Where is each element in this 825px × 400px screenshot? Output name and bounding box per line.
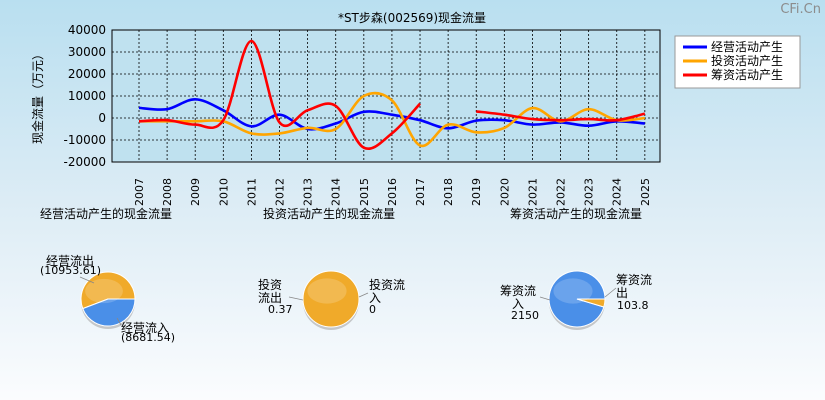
pie-leader-line	[358, 292, 369, 298]
x-tick-label: 2022	[555, 178, 568, 206]
x-tick-label: 2009	[189, 178, 202, 206]
pie-leader-line	[116, 317, 122, 326]
pie-slice	[80, 271, 136, 310]
pie-leader-line	[604, 287, 617, 298]
y-tick-label: -10000	[63, 133, 106, 147]
pie-slice	[576, 298, 606, 308]
x-tick-label: 2011	[245, 178, 258, 206]
x-tick-label: 2023	[583, 178, 596, 206]
pie1-value-outflow: (10953.61)	[40, 264, 102, 277]
y-tick-label: 30000	[68, 45, 106, 59]
watermark: CFi.Cn	[780, 2, 821, 17]
pie3-label-inflow: 筹资流入	[499, 284, 536, 311]
x-tick-label: 2007	[133, 178, 146, 206]
pie-highlight	[553, 278, 593, 304]
x-tick-label: 2015	[358, 178, 371, 206]
x-tick-label: 2014	[330, 178, 343, 206]
y-tick-label: 0	[98, 111, 106, 125]
x-tick-label: 2025	[639, 178, 652, 206]
x-tick-label: 2012	[274, 178, 287, 206]
pie1-label-inflow: 经营流入	[121, 321, 170, 335]
legend-entry: 经营活动产生	[711, 40, 783, 54]
x-tick-label: 2016	[386, 178, 399, 206]
x-tick-label: 2021	[526, 178, 539, 206]
pie1-label-outflow: 经营流出	[46, 254, 95, 268]
x-tick-label: 2018	[442, 178, 455, 206]
pie-highlight	[85, 278, 123, 304]
x-tick-label: 2013	[302, 178, 315, 206]
pie3-value-inflow: 2150	[511, 309, 539, 322]
pie-slice	[82, 298, 136, 327]
pie-leader-line	[288, 296, 304, 301]
x-tick-label: 2010	[217, 178, 230, 206]
series-line-3	[476, 110, 646, 122]
pie2-label-outflow: 投资流出	[257, 278, 282, 305]
y-tick-label: 20000	[68, 67, 106, 81]
chart-title: *ST步森(002569)现金流量	[338, 10, 486, 25]
legend-entry: 投资活动产生	[711, 53, 783, 68]
legend-entry: 筹资活动产生	[711, 68, 783, 82]
y-tick-label: -20000	[63, 155, 106, 169]
x-tick-label: 2020	[498, 178, 511, 206]
y-axis-label: 现金流量（万元）	[30, 48, 45, 144]
pie-title-operating: 经营活动产生的现金流量	[40, 207, 173, 221]
x-tick-label: 2019	[470, 178, 483, 206]
pie3-value-outflow: 103.8	[617, 299, 649, 312]
pie1-value-inflow: (8681.54)	[121, 331, 176, 344]
y-tick-label: 40000	[68, 23, 106, 37]
pie-leader-line	[539, 296, 551, 301]
pie2-value-inflow: 0	[369, 303, 376, 316]
pie-leader-line	[79, 276, 95, 284]
pie2-label-inflow: 投资流入	[369, 278, 406, 305]
pie-highlight	[307, 278, 347, 304]
x-tick-label: 2024	[611, 178, 624, 206]
series-line-3	[138, 39, 421, 150]
pie2-value-outflow: 0.37	[268, 303, 293, 316]
x-tick-label: 2017	[414, 178, 427, 206]
pie3-label-outflow: 筹资流出	[616, 273, 653, 300]
pie-title-financing: 筹资活动产生的现金流量	[510, 207, 643, 221]
x-tick-label: 2008	[161, 178, 174, 206]
y-tick-label: 10000	[68, 89, 106, 103]
pie-slice	[302, 270, 360, 328]
pie-title-investing: 投资活动产生的现金流量	[263, 207, 396, 221]
